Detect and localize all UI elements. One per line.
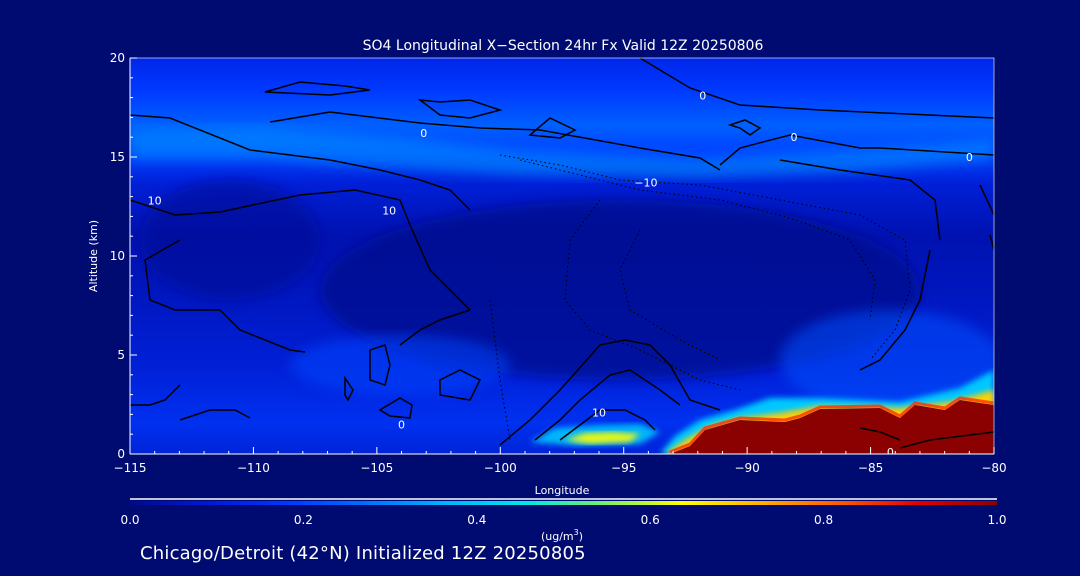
x-axis-label: Longitude: [535, 484, 590, 497]
contour-line: [144, 239, 306, 353]
colorbar-tick-label: 0.6: [641, 513, 660, 527]
y-tick-label: 20: [110, 51, 125, 65]
contour-line: [344, 375, 354, 402]
colorbar-units-exponent: 3: [574, 528, 579, 537]
contour-line: [378, 397, 413, 419]
chart-title: SO4 Longitudinal X−Section 24hr Fx Valid…: [363, 38, 764, 54]
colorbar-ticks: 0.0 0.2 0.4 0.6 0.8 1.0: [120, 513, 1006, 527]
contour-line: [499, 339, 721, 446]
contour-line: [899, 431, 994, 449]
x-tick-label: −95: [611, 461, 636, 475]
contour-line: [859, 249, 931, 371]
contour-line: [130, 189, 471, 311]
x-tick-label: −100: [484, 461, 517, 475]
contour-label: 0: [887, 446, 894, 459]
colorbar-tick-label: 0.0: [120, 513, 139, 527]
y-tick-label: 0: [117, 447, 125, 461]
colorbar-ramp: [130, 501, 997, 505]
contour-line: [859, 427, 901, 441]
contour-label: 0: [791, 131, 798, 144]
contour-line: [989, 234, 994, 251]
surface-plume-west-core: [565, 432, 640, 444]
colorbar-units-base: (ug/m: [541, 530, 574, 543]
contour-labels: 0 0 0 0 −10 10 10 10 0 0: [148, 90, 973, 459]
contour-line: [519, 159, 876, 321]
y-tick-label: 15: [110, 150, 125, 164]
surface-plume-east-edge: [669, 396, 994, 454]
x-tick-label: −110: [237, 461, 270, 475]
y-ticks: 0 5 10 15 20: [110, 51, 137, 461]
colorbar: 0.0 0.2 0.4 0.6 0.8 1.0 (ug/m3): [120, 498, 1007, 543]
contour-label: 0: [398, 418, 405, 431]
colorbar-tick-label: 0.4: [467, 513, 486, 527]
colorbar-tick-label: 0.8: [814, 513, 833, 527]
colorbar-units: (ug/m3): [541, 528, 583, 543]
colorbar-units-close: ): [579, 530, 583, 543]
plot-area: 0 0 0 0 −10 10 10 10 0 0: [130, 58, 994, 459]
x-tick-label: −80: [981, 461, 1006, 475]
contour-label: 10: [592, 406, 606, 419]
y-tick-label: 10: [110, 249, 125, 263]
contour-line: [564, 199, 741, 391]
contour-line: [619, 229, 721, 361]
y-tick-label: 5: [117, 348, 125, 362]
low-concentration-core: [320, 200, 920, 380]
negative-contours: [489, 154, 911, 441]
footer-caption: Chicago/Detroit (42°N) Initialized 12Z 2…: [140, 543, 586, 564]
colorbar-tick-label: 0.2: [294, 513, 313, 527]
contour-label: 0: [420, 127, 427, 140]
contour-line: [130, 384, 181, 406]
contour-line: [269, 111, 721, 171]
x-tick-label: −105: [360, 461, 393, 475]
x-tick-label: −90: [734, 461, 759, 475]
contour-line: [719, 134, 994, 166]
y-axis-label: Altitude (km): [87, 220, 100, 292]
contour-line: [417, 98, 503, 119]
contour-line: [399, 309, 471, 346]
low-concentration-west: [140, 180, 320, 300]
colorbar-tick-label: 1.0: [987, 513, 1006, 527]
contour-line: [130, 114, 471, 211]
surface-plume-east-core: [670, 400, 994, 454]
contour-line: [369, 344, 391, 386]
contour-lines: [130, 58, 994, 449]
contour-label: 0: [966, 151, 973, 164]
contour-line: [559, 409, 656, 441]
contour-line: [179, 409, 251, 421]
contour-line: [727, 119, 762, 136]
contour-line: [264, 81, 371, 96]
contour-line: [499, 154, 911, 361]
contour-line: [439, 369, 482, 401]
contour-line: [534, 369, 681, 441]
contour-label: 10: [148, 195, 162, 208]
x-tick-label: −115: [114, 461, 147, 475]
contour-line: [979, 184, 994, 216]
contour-line: [639, 58, 994, 119]
mid-plume-right: [780, 310, 994, 410]
x-tick-label: −85: [858, 461, 883, 475]
contour-label: 0: [699, 90, 706, 103]
x-ticks: −115 −110 −105 −100 −95 −90 −85 −80: [114, 447, 1007, 475]
contour-line: [779, 159, 941, 241]
contour-label: −10: [634, 177, 657, 190]
contour-line: [528, 117, 577, 139]
contour-label: 10: [382, 204, 396, 217]
upper-layer-band: [130, 128, 994, 178]
